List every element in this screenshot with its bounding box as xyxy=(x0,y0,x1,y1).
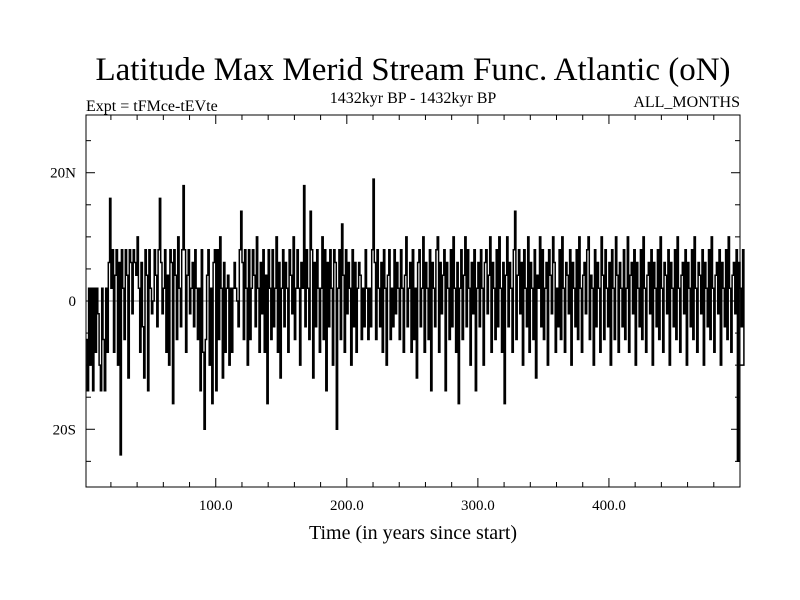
x-tick-label: 400.0 xyxy=(592,498,626,514)
x-tick-label: 100.0 xyxy=(199,498,233,514)
x-tick-label: 300.0 xyxy=(461,498,495,514)
series-line xyxy=(86,178,745,463)
x-tick-label: 200.0 xyxy=(330,498,364,514)
y-tick-label: 20S xyxy=(53,422,76,438)
y-tick-label: 20N xyxy=(50,166,76,182)
y-tick-label: 0 xyxy=(69,294,77,310)
axis-tick-labels: 100.0 200.0 300.0 400.0 20S 0 20N xyxy=(50,166,626,514)
chart-subtitle-center: 1432kyr BP - 1432kyr BP xyxy=(330,90,497,107)
chart-subtitle-right: ALL_MONTHS xyxy=(633,94,740,111)
axis-ticks xyxy=(86,115,740,487)
chart-title: Latitude Max Merid Stream Func. Atlantic… xyxy=(95,52,730,88)
x-axis-label: Time (in years since start) xyxy=(309,522,517,544)
chart-subtitle-left: Expt = tFMce-tEVte xyxy=(86,98,218,115)
